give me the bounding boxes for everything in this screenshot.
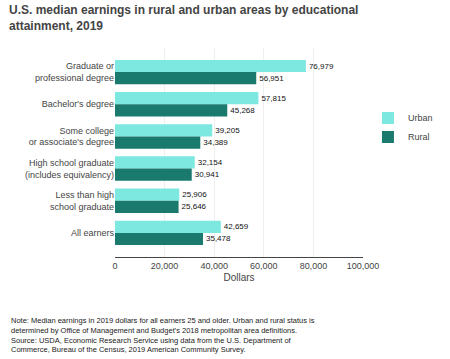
svg-text:100,000: 100,000 [347, 261, 380, 271]
svg-text:Dollars: Dollars [223, 272, 254, 283]
svg-text:60,000: 60,000 [250, 261, 278, 271]
svg-text:35,478: 35,478 [206, 234, 231, 243]
svg-text:39,205: 39,205 [215, 126, 240, 135]
svg-text:76,979: 76,979 [309, 62, 334, 71]
svg-text:32,154: 32,154 [198, 158, 223, 167]
svg-text:80,000: 80,000 [300, 261, 328, 271]
svg-text:Graduate orprofessional degree: Graduate orprofessional degree [35, 61, 114, 83]
svg-text:25,906: 25,906 [182, 190, 207, 199]
svg-text:Note: Median earnings in 2019: Note: Median earnings in 2019 dollars fo… [11, 316, 315, 354]
svg-text:20,000: 20,000 [151, 261, 179, 271]
svg-text:Bachelor's degree: Bachelor's degree [42, 99, 114, 109]
svg-text:Less than highschool graduate: Less than highschool graduate [50, 190, 114, 212]
svg-text:40,000: 40,000 [200, 261, 228, 271]
svg-text:0: 0 [112, 261, 117, 271]
svg-text:Urban: Urban [408, 113, 433, 123]
svg-text:U.S. median earnings in rural: U.S. median earnings in rural and urban … [9, 3, 358, 33]
svg-text:Rural: Rural [408, 132, 430, 142]
svg-text:25,646: 25,646 [182, 202, 207, 211]
svg-text:56,951: 56,951 [259, 74, 284, 83]
svg-text:45,268: 45,268 [230, 106, 255, 115]
svg-text:30,941: 30,941 [195, 170, 220, 179]
svg-text:42,659: 42,659 [224, 222, 249, 231]
svg-text:Some collegeor associate's deg: Some collegeor associate's degree [29, 126, 114, 148]
svg-text:57,815: 57,815 [261, 94, 286, 103]
svg-text:34,389: 34,389 [203, 138, 228, 147]
svg-text:All earners: All earners [71, 228, 115, 238]
svg-text:High school graduate(includes: High school graduate(includes equivalenc… [25, 158, 114, 180]
